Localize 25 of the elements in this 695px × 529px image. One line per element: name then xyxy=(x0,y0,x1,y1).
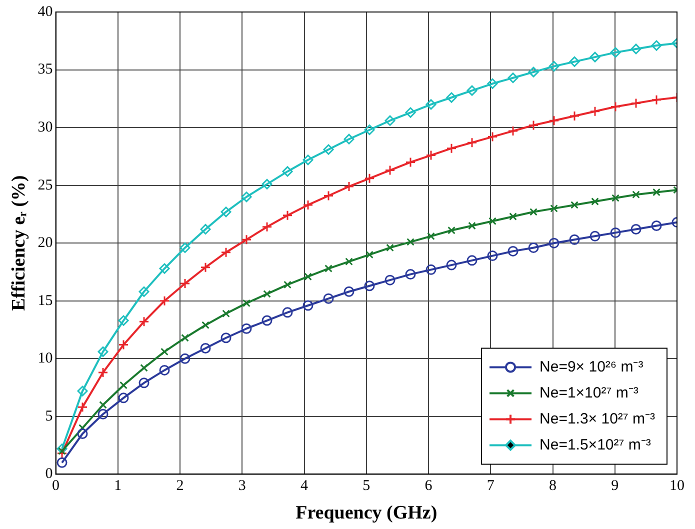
y-tick-label: 25 xyxy=(38,177,53,194)
legend-label: Ne=1.3× 10²⁷ m⁻³ xyxy=(540,410,656,428)
legend-label: Ne=1.5×10²⁷ m⁻³ xyxy=(540,436,651,454)
y-tick-label: 20 xyxy=(38,235,53,252)
y-tick-label: 30 xyxy=(38,119,53,136)
x-tick-label: 2 xyxy=(176,478,184,494)
x-tick-label: 10 xyxy=(670,478,684,494)
x-tick-label: 9 xyxy=(611,478,619,494)
y-tick-label: 5 xyxy=(45,408,53,424)
x-tick-label: 7 xyxy=(486,478,495,494)
x-tick-label: 8 xyxy=(549,478,557,494)
y-tick-label: 35 xyxy=(38,62,53,78)
y-tick-label: 10 xyxy=(38,350,53,367)
x-tick-label: 3 xyxy=(238,478,246,494)
x-axis-title: Frequency (GHz) xyxy=(296,502,438,524)
x-tick-label: 5 xyxy=(362,478,370,494)
x-tick-label: 6 xyxy=(424,478,433,494)
y-tick-label: 40 xyxy=(38,4,53,20)
legend-label: Ne=1×10²⁷ m⁻³ xyxy=(540,384,638,402)
y-axis-title: Efficiency eᵣ (%) xyxy=(8,175,30,311)
legend-label: Ne=9× 10²⁶ m⁻³ xyxy=(540,358,644,376)
y-tick-label: 15 xyxy=(38,292,53,309)
x-tick-label: 1 xyxy=(114,478,122,494)
x-tick-label: 4 xyxy=(300,478,309,494)
y-tick-label: 0 xyxy=(45,466,53,482)
